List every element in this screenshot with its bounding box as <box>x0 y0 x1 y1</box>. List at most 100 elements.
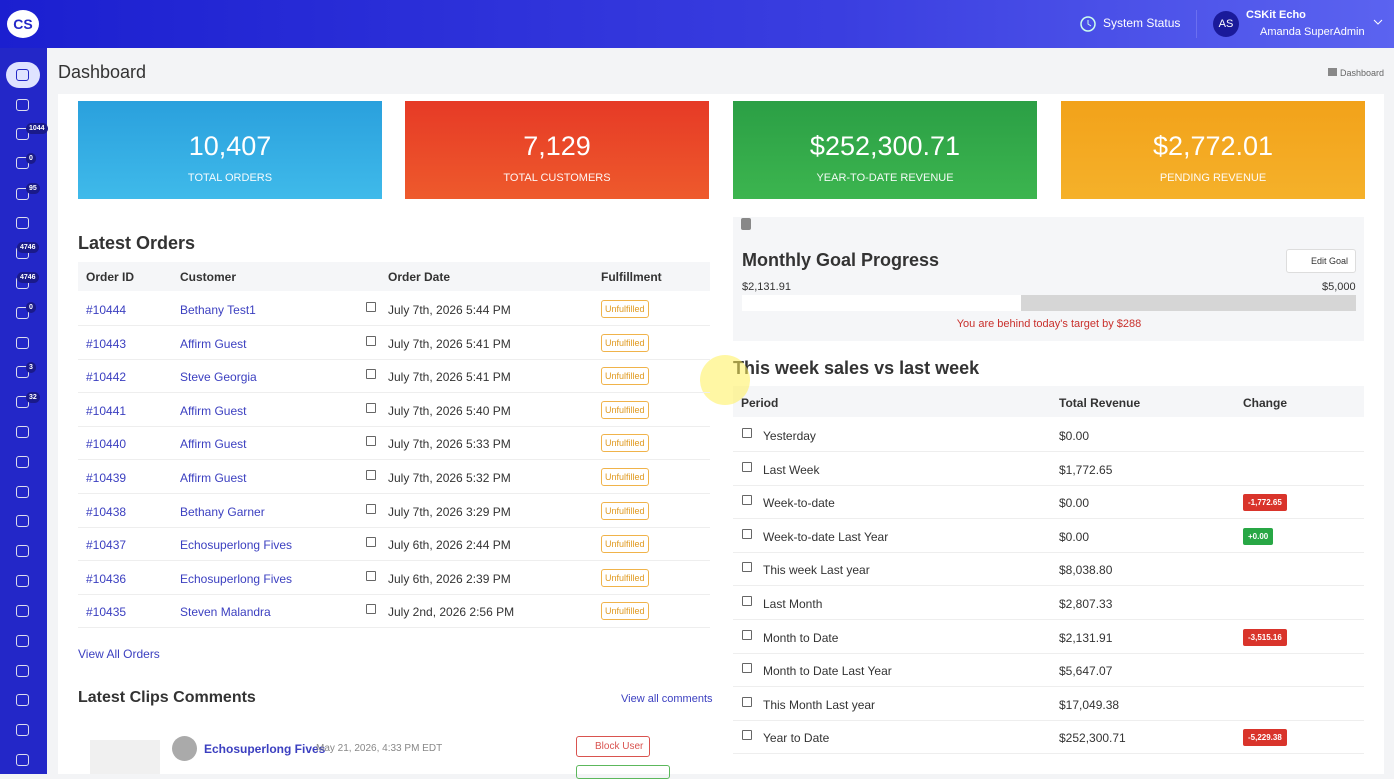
nav-icon[interactable] <box>16 99 29 111</box>
stat-card[interactable]: 10,407 TOTAL ORDERS <box>78 101 382 199</box>
stat-label: PENDING REVENUE <box>1159 172 1267 184</box>
calendar-icon <box>742 730 752 741</box>
edit-goal[interactable]: Edit Goal <box>1286 249 1357 273</box>
order-id[interactable]: #10435 <box>86 605 127 620</box>
sidebar <box>0 48 47 774</box>
nav-icon[interactable] <box>16 337 29 349</box>
period: Yesterday <box>763 429 816 443</box>
order-id[interactable]: #10442 <box>86 370 127 385</box>
fulfillment: Unfulfilled <box>601 300 649 318</box>
system-status[interactable]: System Status <box>1103 16 1181 30</box>
stat-card[interactable]: $2,772.01 PENDING REVENUE <box>1061 101 1365 199</box>
chevron[interactable] <box>1372 17 1384 27</box>
period: Month to Date Last Year <box>763 664 892 679</box>
breadcrumb[interactable]: Dashboard <box>1340 68 1385 78</box>
nav-icon[interactable] <box>16 635 29 647</box>
customer[interactable]: Steven Malandra <box>180 605 271 620</box>
order-id[interactable]: #10440 <box>86 437 127 452</box>
revenue: $252,300.71 <box>1059 731 1126 746</box>
goal-panel <box>733 217 1364 341</box>
calendar-icon <box>366 369 376 380</box>
commenter[interactable]: Echosuperlong Fives <box>204 742 326 756</box>
stat-label: TOTAL ORDERS <box>187 172 273 184</box>
nav-icon[interactable] <box>16 188 29 200</box>
stat-label: TOTAL CUSTOMERS <box>503 172 611 184</box>
customer[interactable]: Echosuperlong Fives <box>180 538 293 553</box>
nav-icon[interactable] <box>16 724 29 736</box>
customer[interactable]: Steve Georgia <box>180 370 257 385</box>
order-date: July 6th, 2026 2:39 PM <box>388 571 511 586</box>
stat-value: 10,407 <box>188 131 272 161</box>
block-user[interactable]: Block User <box>576 736 651 757</box>
stat-label: YEAR-TO-DATE REVENUE <box>816 172 954 184</box>
calendar-icon <box>366 570 376 581</box>
row-divider <box>78 459 710 461</box>
row-divider <box>733 753 1364 755</box>
order-id[interactable]: #10443 <box>86 336 127 351</box>
calendar-icon <box>366 335 376 346</box>
customer[interactable]: Affirm Guest <box>180 471 247 485</box>
nav-icon[interactable] <box>16 307 29 319</box>
logo[interactable]: CS <box>7 10 39 38</box>
review-button[interactable] <box>576 765 670 779</box>
nav-icon[interactable] <box>16 575 29 587</box>
calendar-icon <box>742 562 752 573</box>
divider <box>1196 10 1197 38</box>
order-id[interactable]: #10439 <box>86 471 127 485</box>
nav-badge: 4746 <box>17 272 39 283</box>
order-id[interactable]: #10441 <box>86 403 127 418</box>
home-active[interactable] <box>6 62 40 88</box>
order-id[interactable]: #10437 <box>86 538 127 553</box>
nav-icon[interactable] <box>16 486 29 498</box>
stat-card[interactable]: $252,300.71 YEAR-TO-DATE REVENUE <box>733 101 1037 199</box>
calendar-icon <box>742 596 752 606</box>
customer[interactable]: Bethany Test1 <box>180 303 256 317</box>
nav-icon[interactable] <box>16 426 29 438</box>
nav-icon[interactable] <box>16 754 29 766</box>
view-all-orders[interactable]: View All Orders <box>78 647 160 661</box>
period: Week-to-date Last Year <box>763 529 889 544</box>
calendar-icon <box>366 503 376 514</box>
calendar-icon <box>742 629 752 640</box>
nav-icon[interactable] <box>16 605 29 617</box>
progress-track <box>742 295 1356 311</box>
nav-icon[interactable] <box>16 694 29 706</box>
row-divider <box>733 551 1364 553</box>
nav-icon[interactable] <box>16 217 29 229</box>
order-id[interactable]: #10438 <box>86 504 127 519</box>
nav-badge: 0 <box>26 302 36 313</box>
customer[interactable]: Affirm Guest <box>180 403 247 418</box>
revenue: $5,647.07 <box>1059 664 1113 679</box>
order-id[interactable]: #10436 <box>86 571 127 586</box>
user-name[interactable]: CSKit Echo <box>1246 9 1306 21</box>
row-divider <box>733 619 1364 620</box>
order-id[interactable]: #10444 <box>86 303 127 317</box>
nav-icon[interactable] <box>16 69 29 81</box>
stat-value: 7,129 <box>523 131 591 161</box>
period: Year to Date <box>763 731 830 746</box>
avatar[interactable]: AS <box>1213 11 1239 37</box>
column-header: Order ID <box>86 270 135 284</box>
breadcrumb-icon <box>1328 68 1337 76</box>
content <box>58 94 1384 774</box>
user-role[interactable]: Amanda SuperAdmin <box>1260 26 1365 38</box>
revenue: $17,049.38 <box>1059 697 1120 712</box>
fulfillment: Unfulfilled <box>601 501 649 520</box>
clip-thumbnail[interactable] <box>90 740 160 774</box>
stat-card[interactable]: 7,129 TOTAL CUSTOMERS <box>405 101 709 199</box>
period: This week Last year <box>763 563 870 578</box>
nav-icon[interactable] <box>16 128 29 140</box>
nav-icon[interactable] <box>16 515 29 527</box>
customer[interactable]: Echosuperlong Fives <box>180 571 293 586</box>
view-all-comments[interactable]: View all comments <box>621 693 713 705</box>
nav-icon[interactable] <box>16 456 29 468</box>
customer[interactable]: Affirm Guest <box>180 336 247 351</box>
column-header: Total Revenue <box>1059 396 1141 410</box>
row-divider <box>733 719 1364 721</box>
nav-icon[interactable] <box>16 545 29 557</box>
fulfillment: Unfulfilled <box>601 434 649 453</box>
nav-icon[interactable] <box>16 665 29 677</box>
customer[interactable]: Affirm Guest <box>180 437 247 452</box>
revenue: $8,038.80 <box>1059 563 1113 578</box>
customer[interactable]: Bethany Garner <box>180 504 265 519</box>
